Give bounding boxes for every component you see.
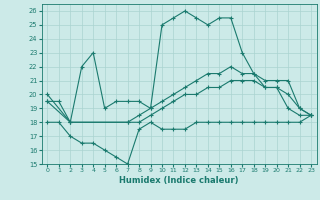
X-axis label: Humidex (Indice chaleur): Humidex (Indice chaleur): [119, 176, 239, 185]
